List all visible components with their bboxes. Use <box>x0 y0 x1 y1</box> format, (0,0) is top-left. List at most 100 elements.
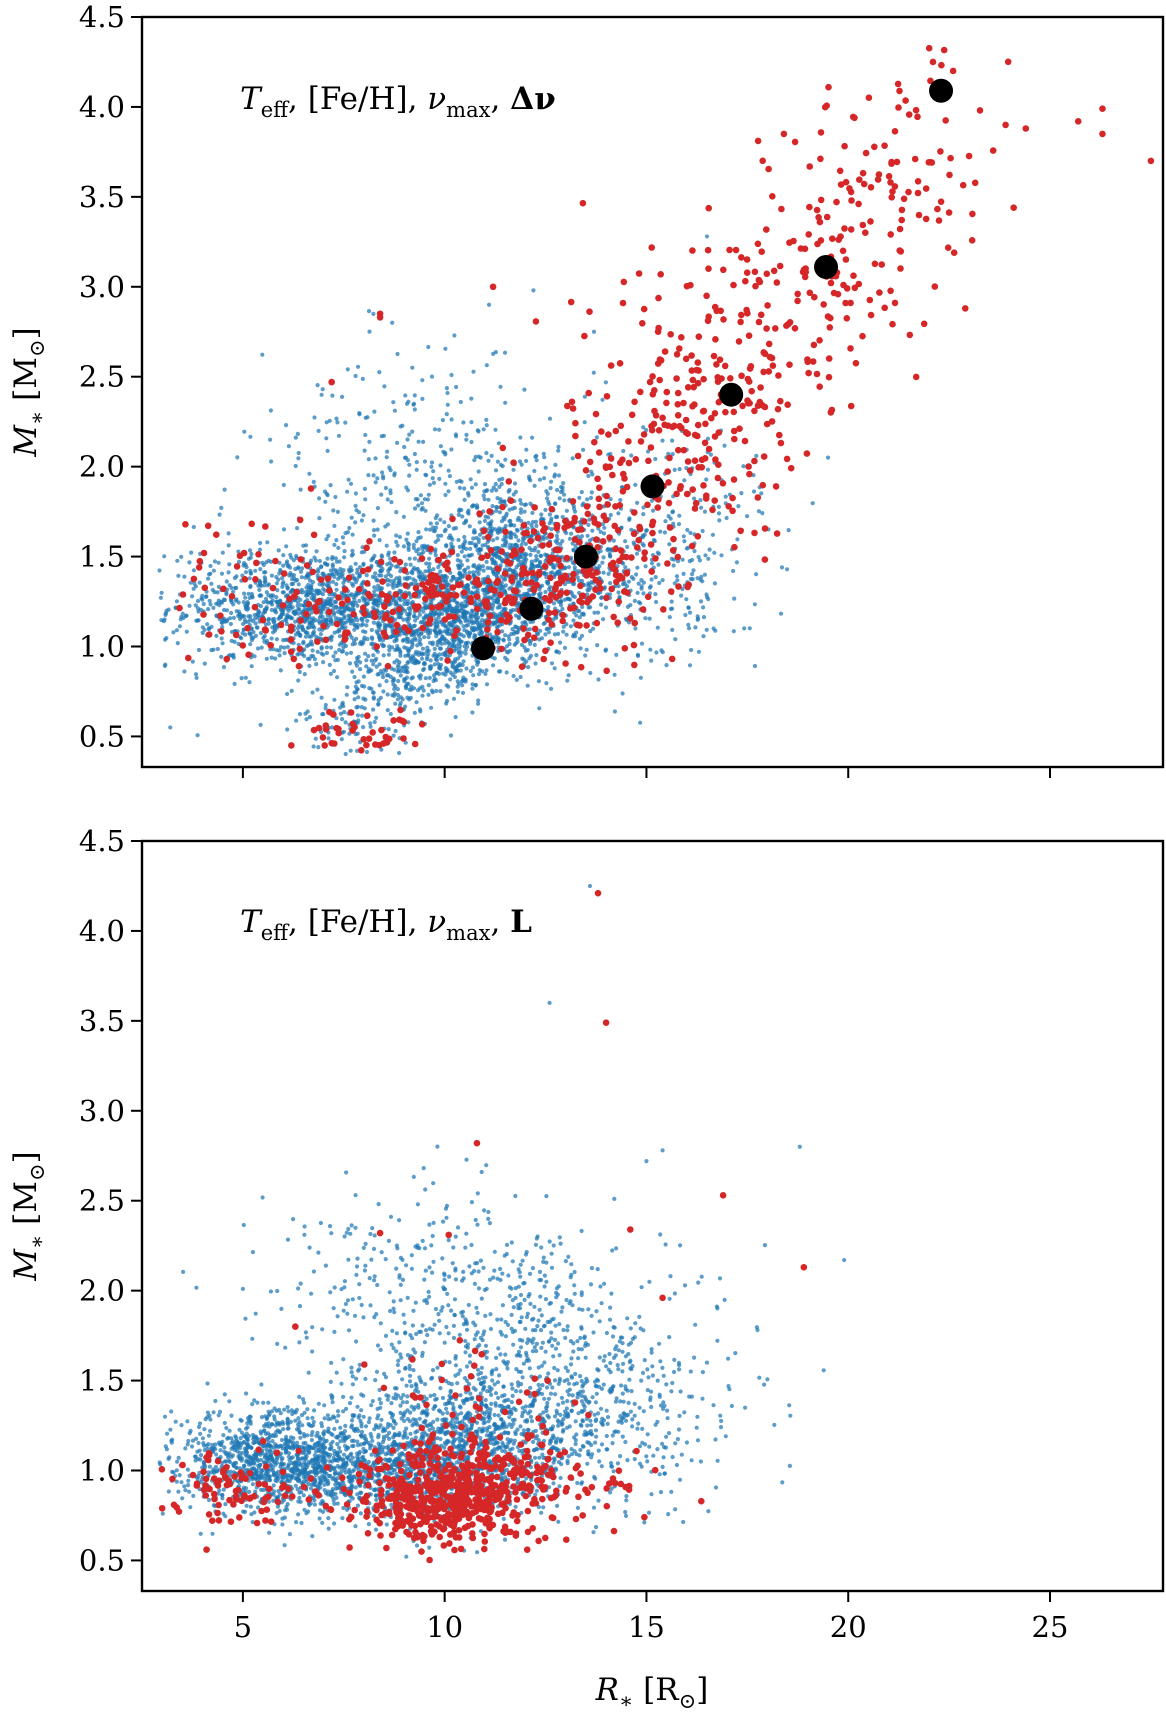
data-point <box>429 464 434 469</box>
data-point <box>377 662 382 667</box>
data-point <box>321 618 326 623</box>
data-point <box>158 595 163 600</box>
data-point <box>467 553 472 558</box>
data-point <box>595 495 603 503</box>
data-point <box>567 298 575 306</box>
data-point <box>522 387 527 392</box>
data-point <box>648 422 655 430</box>
data-point <box>386 727 391 732</box>
data-point <box>614 652 619 658</box>
data-point <box>490 557 495 562</box>
data-point <box>433 553 438 558</box>
data-point <box>591 626 596 631</box>
data-point <box>794 290 801 298</box>
data-point <box>412 506 418 511</box>
data-point <box>693 625 698 630</box>
data-point <box>476 701 481 706</box>
data-point <box>385 497 390 502</box>
data-point <box>518 560 523 565</box>
data-point <box>163 612 168 618</box>
data-point <box>683 490 691 498</box>
data-point <box>587 582 592 587</box>
data-point <box>754 572 759 577</box>
data-point <box>206 576 211 581</box>
data-point <box>386 568 391 573</box>
data-point <box>200 593 205 598</box>
data-point <box>825 355 833 362</box>
data-point <box>543 507 548 512</box>
data-point <box>452 333 457 338</box>
data-point <box>667 615 672 620</box>
data-point <box>459 507 464 513</box>
data-point <box>471 369 476 374</box>
data-point <box>314 549 319 554</box>
data-point <box>371 662 376 667</box>
data-point <box>281 563 286 568</box>
data-point <box>500 464 505 469</box>
data-point <box>655 294 662 302</box>
data-point <box>667 542 672 547</box>
data-point <box>825 455 831 460</box>
data-point <box>345 574 353 581</box>
data-point <box>531 504 538 511</box>
data-point <box>449 447 454 452</box>
data-point <box>566 565 572 570</box>
data-point <box>455 689 460 695</box>
data-point <box>418 493 423 498</box>
data-point <box>421 661 427 667</box>
data-point <box>480 669 485 674</box>
data-point <box>315 687 320 692</box>
data-point <box>313 736 318 741</box>
data-point <box>600 512 607 520</box>
data-point <box>374 715 379 721</box>
data-point <box>325 448 330 453</box>
data-point <box>415 631 420 636</box>
data-point <box>358 667 363 672</box>
data-point <box>594 435 600 440</box>
data-point <box>470 682 475 687</box>
data-point <box>472 458 477 463</box>
data-point <box>371 695 376 700</box>
data-point <box>738 254 745 261</box>
data-point <box>583 622 590 629</box>
data-point <box>255 551 262 558</box>
data-point <box>596 484 603 492</box>
data-point <box>679 593 684 598</box>
data-point <box>357 565 362 570</box>
data-point <box>862 229 869 236</box>
data-point <box>690 572 695 577</box>
data-point <box>274 648 280 653</box>
data-point <box>444 698 450 704</box>
data-point <box>519 642 525 648</box>
data-point <box>705 445 713 453</box>
data-point <box>673 490 680 498</box>
data-point <box>416 503 421 508</box>
data-point <box>491 571 497 577</box>
data-point <box>689 247 696 254</box>
data-point <box>519 462 524 467</box>
data-point <box>677 513 682 518</box>
data-point <box>360 622 366 627</box>
data-point <box>432 628 437 633</box>
data-point <box>751 457 758 465</box>
data-point <box>612 427 620 435</box>
data-point <box>245 651 252 658</box>
data-point <box>662 530 668 535</box>
data-point <box>423 569 428 574</box>
data-point <box>669 599 674 604</box>
data-point <box>332 697 337 702</box>
data-point <box>714 378 722 386</box>
data-point <box>392 408 397 413</box>
data-point <box>410 642 415 647</box>
data-point <box>545 609 553 617</box>
data-point <box>269 636 274 641</box>
data-point <box>533 661 538 666</box>
data-point <box>450 664 455 670</box>
data-point <box>162 617 167 622</box>
data-point <box>454 434 459 439</box>
data-point <box>316 567 321 572</box>
data-point <box>348 481 354 486</box>
data-point <box>414 467 419 472</box>
data-point <box>371 620 376 625</box>
data-point <box>487 547 495 554</box>
